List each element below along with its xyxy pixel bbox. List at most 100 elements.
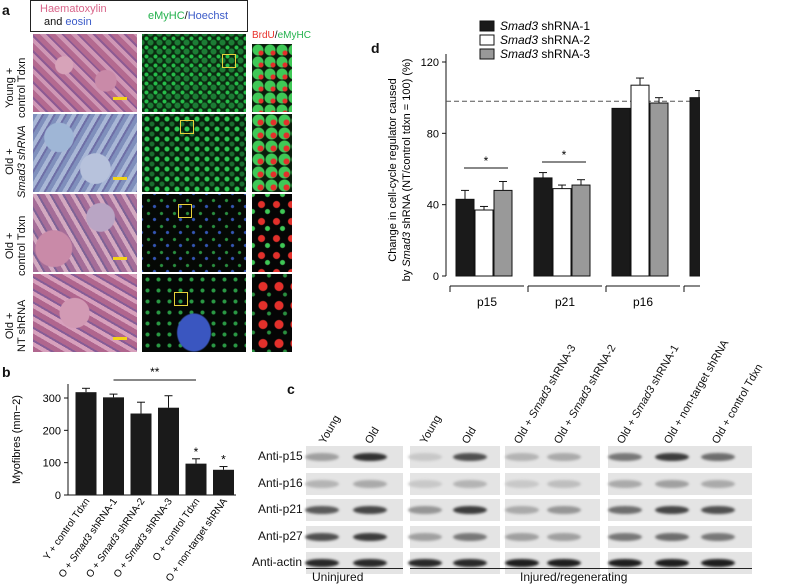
x-tick-label: p16 xyxy=(633,295,653,309)
y-tick-label: 0 xyxy=(433,271,439,283)
legend-swatch xyxy=(479,48,495,60)
scale-bar xyxy=(113,97,127,100)
if-label-emyhc: eMyHC xyxy=(148,10,185,22)
blot-band xyxy=(408,559,442,567)
blot-band xyxy=(547,506,581,514)
x-tick-label: p15 xyxy=(477,295,497,309)
row-label-2-a: Old + xyxy=(4,148,16,175)
significance-marker: * xyxy=(562,148,567,162)
y-axis-label: Myofibres (mm−2) xyxy=(11,395,23,484)
if-image-old-nt xyxy=(142,274,246,352)
bar xyxy=(689,97,700,277)
bar xyxy=(75,392,97,495)
panel-d-letter: d xyxy=(371,40,380,56)
blot-band xyxy=(408,506,442,514)
bar xyxy=(213,469,234,495)
brdu-image-old-control xyxy=(252,194,292,272)
he-label-line2: and eosin xyxy=(44,16,92,28)
blot-band xyxy=(353,533,387,541)
blot-band xyxy=(453,533,487,541)
he-label-and: and xyxy=(44,16,63,28)
significance-marker: * xyxy=(194,445,199,459)
panel-a-letter: a xyxy=(2,2,10,18)
blot-row-label: Anti-p15 xyxy=(258,449,303,463)
significance-marker: ** xyxy=(150,365,160,379)
brdu-label: BrdU/eMyHC xyxy=(252,30,311,41)
row-label-3-b: control Tdxn xyxy=(16,215,28,276)
blot-band xyxy=(547,480,581,488)
row-label-1-b: control Tdxn xyxy=(16,57,28,118)
blot-column-label: Young xyxy=(317,413,343,446)
row-label-4: Old + NT shRNA xyxy=(4,300,28,352)
row-label-2-b: Smad3 shRNA xyxy=(16,125,28,198)
row-label-4-a: Old + xyxy=(4,312,16,340)
blot-band xyxy=(505,453,539,461)
bar xyxy=(455,198,475,277)
blot-band xyxy=(701,453,735,461)
blot-band xyxy=(547,533,581,541)
blot-band xyxy=(305,506,339,514)
blot-band xyxy=(353,506,387,514)
scale-bar xyxy=(113,337,127,340)
blot-column-label: Old xyxy=(460,425,479,446)
bar xyxy=(533,177,553,277)
bar xyxy=(158,407,179,495)
scale-bar xyxy=(113,257,127,260)
significance-marker: * xyxy=(484,154,489,168)
he-label-eosin: eosin xyxy=(65,16,92,28)
significance-marker: * xyxy=(221,453,226,467)
he-image-old-smad3 xyxy=(33,114,137,192)
blot-band xyxy=(505,480,539,488)
row-label-2: Old + Smad3 shRNA xyxy=(4,125,28,198)
legend-label: Smad3 shRNA-3 xyxy=(500,47,590,61)
blot-band xyxy=(701,480,735,488)
bar xyxy=(571,184,591,277)
blot-band xyxy=(655,453,689,461)
blot-row-label: Anti-p16 xyxy=(258,476,303,490)
blot-band xyxy=(655,506,689,514)
y-tick-label: 200 xyxy=(43,425,61,437)
he-image-young-control xyxy=(33,34,137,112)
brdu-label-emyhc: eMyHC xyxy=(277,30,311,41)
legend-swatch xyxy=(479,20,495,32)
blot-column-label: Young xyxy=(418,413,444,446)
bar xyxy=(130,413,152,495)
blot-row-label: Anti-actin xyxy=(252,555,303,569)
bar xyxy=(103,397,124,495)
blot-column-label: Old xyxy=(363,425,382,446)
blot-band xyxy=(608,453,642,461)
blot-band xyxy=(408,533,442,541)
blot-band xyxy=(547,559,581,567)
brdu-image-young-control xyxy=(252,44,292,112)
bar xyxy=(185,463,207,495)
blot-band xyxy=(505,506,539,514)
blot-band xyxy=(305,533,339,541)
row-label-4-b: NT shRNA xyxy=(16,299,28,352)
brdu-label-brdu: BrdU xyxy=(252,30,275,41)
panel-a-header-box xyxy=(30,0,248,32)
if-image-old-smad3 xyxy=(142,114,246,192)
chart-d: 0 40 80 120 Change in cell-cycle regulator c… xyxy=(387,19,700,309)
y-tick-label: 300 xyxy=(43,393,61,405)
brdu-image-old-smad3 xyxy=(252,114,292,192)
row-label-3: Old + control Tdxn xyxy=(4,216,28,276)
blot-band xyxy=(305,559,339,567)
group-line-injured xyxy=(410,568,752,569)
y-axis-label: by Smad3 shRNA (NT/control tdxn = 100) (… xyxy=(401,59,413,282)
bar xyxy=(649,102,669,277)
blot-band xyxy=(655,559,689,567)
brdu-label-sep: / xyxy=(274,30,278,41)
blot-band xyxy=(547,453,581,461)
blot-band xyxy=(608,533,642,541)
blot-band xyxy=(505,533,539,541)
blot-row-label: Anti-p21 xyxy=(258,502,303,516)
blot-column-label: Old + control Tdxn xyxy=(710,362,766,446)
blot-band xyxy=(608,506,642,514)
blot-band xyxy=(701,533,735,541)
blot-band xyxy=(353,559,387,567)
blot-band xyxy=(305,453,339,461)
blot-band xyxy=(505,559,539,567)
bar xyxy=(474,209,494,277)
group-line-uninjured xyxy=(306,568,403,569)
